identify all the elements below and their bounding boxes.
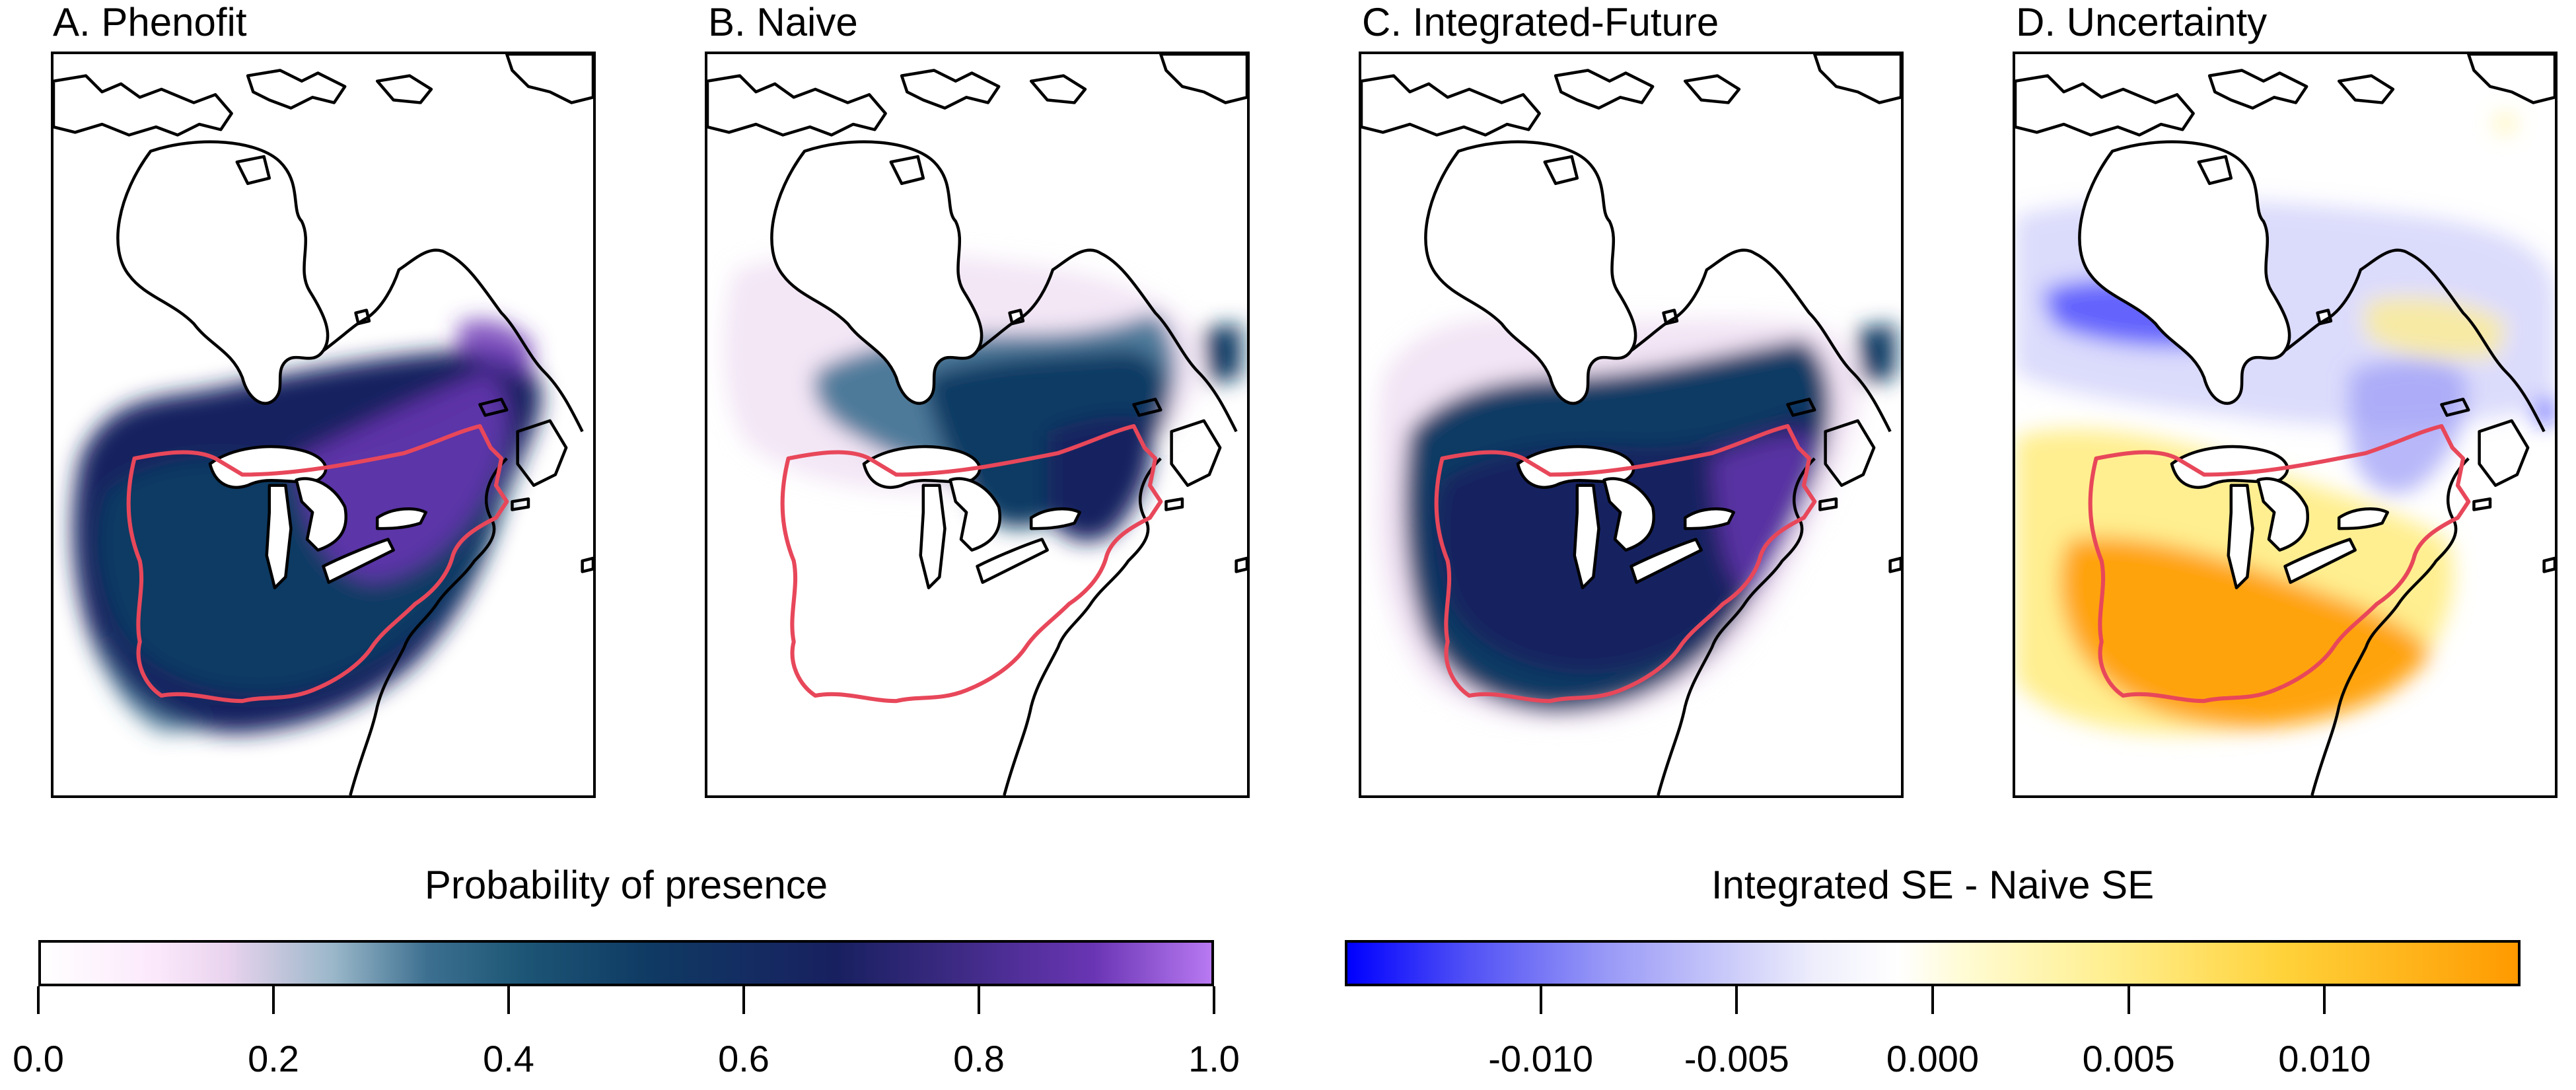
probability-legend-title: Probability of presence [424, 863, 828, 907]
uncertainty-legend-title: Integrated SE - Naive SE [1711, 863, 2155, 907]
uncertainty-colorbar [1345, 940, 2521, 986]
uncertainty-tick [1931, 986, 1934, 1014]
map-naive [705, 52, 1250, 798]
uncertainty-tick [1539, 986, 1542, 1014]
map-uncertainty [2013, 52, 2558, 798]
probability-tick-label: 0.4 [483, 1038, 534, 1079]
probability-tick-label: 0.8 [953, 1038, 1005, 1079]
probability-tick-label: 0.6 [718, 1038, 769, 1079]
uncertainty-tick-label: -0.010 [1488, 1038, 1594, 1079]
uncertainty-tick-label: 0.005 [2082, 1038, 2175, 1079]
probability-tick-label: 1.0 [1188, 1038, 1240, 1079]
panel-title-a: A. Phenofit [53, 0, 247, 44]
uncertainty-tick-label: 0.000 [1886, 1038, 1980, 1079]
probability-tick [978, 986, 980, 1014]
uncertainty-tick [2127, 986, 2130, 1014]
probability-tick-label: 0.2 [248, 1038, 299, 1079]
probability-tick [507, 986, 510, 1014]
panel-title-d: D. Uncertainty [2016, 0, 2268, 44]
panel-title-c: C. Integrated-Future [1362, 0, 1719, 44]
panel-title-b: B. Naive [708, 0, 858, 44]
map-phenofit [51, 52, 596, 798]
probability-tick [742, 986, 745, 1014]
uncertainty-tick [1735, 986, 1738, 1014]
probability-tick [272, 986, 275, 1014]
map-integrated-future [1359, 52, 1904, 798]
uncertainty-tick-label: 0.010 [2278, 1038, 2371, 1079]
probability-colorbar [38, 940, 1214, 986]
uncertainty-tick-label: -0.005 [1684, 1038, 1789, 1079]
uncertainty-tick [2323, 986, 2326, 1014]
probability-tick-label: 0.0 [13, 1038, 64, 1079]
probability-tick [37, 986, 40, 1014]
probability-tick [1213, 986, 1215, 1014]
